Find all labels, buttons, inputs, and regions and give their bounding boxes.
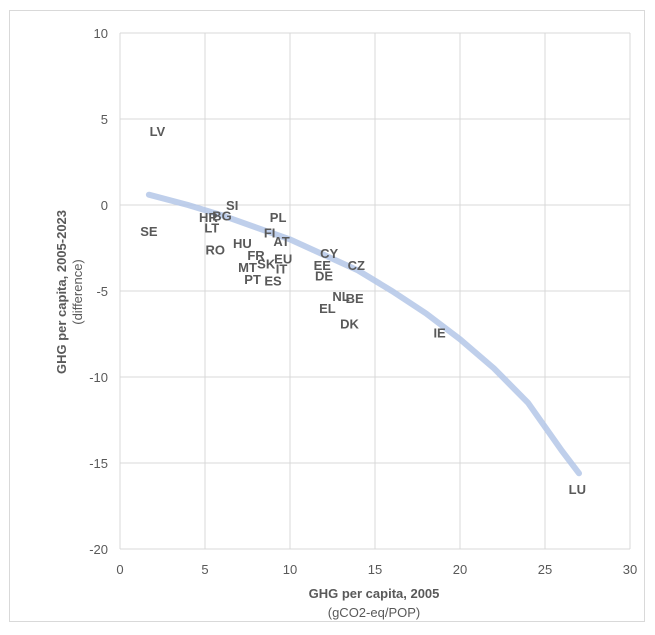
- x-tick-label: 0: [116, 562, 123, 577]
- x-axis-unit: (gCO2-eq/POP): [328, 605, 420, 620]
- point-label-cz: CZ: [348, 258, 365, 273]
- point-label-mt: MT: [238, 260, 257, 275]
- x-tick-label: 25: [538, 562, 552, 577]
- point-label-fr: FR: [247, 248, 265, 263]
- x-axis-ticks: 0 5 10 15 20 25 30: [116, 562, 637, 577]
- point-label-ie: IE: [433, 325, 446, 340]
- point-label-lv: LV: [150, 124, 166, 139]
- x-tick-label: 30: [623, 562, 637, 577]
- x-tick-label: 15: [368, 562, 382, 577]
- point-label-eu: EU: [274, 251, 292, 266]
- point-label-fi: FI: [264, 226, 276, 241]
- point-label-hu: HU: [233, 236, 252, 251]
- point-label-at: AT: [273, 234, 289, 249]
- point-label-dk: DK: [340, 317, 359, 332]
- point-label-es: ES: [264, 274, 282, 289]
- y-axis-unit: (difference): [70, 259, 85, 325]
- point-label-sk: SK: [257, 256, 276, 271]
- y-tick-label: 10: [94, 26, 108, 41]
- y-tick-label: 5: [101, 112, 108, 127]
- y-axis-title: GHG per capita, 2005-2023: [54, 210, 69, 374]
- x-tick-label: 10: [283, 562, 297, 577]
- point-label-el: EL: [319, 301, 336, 316]
- x-tick-label: 5: [201, 562, 208, 577]
- chart-area: [9, 10, 645, 622]
- point-label-be: BE: [346, 291, 364, 306]
- point-label-ro: RO: [205, 243, 225, 258]
- gridlines: [119, 32, 631, 550]
- y-tick-label: -15: [89, 456, 108, 471]
- y-tick-label: -20: [89, 542, 108, 557]
- point-label-bg: BG: [212, 208, 232, 223]
- point-label-it: IT: [276, 262, 288, 277]
- x-tick-label: 20: [453, 562, 467, 577]
- y-tick-label: 0: [101, 198, 108, 213]
- point-label-pl: PL: [270, 210, 287, 225]
- trendline: [145, 191, 582, 477]
- point-label-lu: LU: [569, 482, 586, 497]
- point-label-si: SI: [226, 198, 238, 213]
- x-axis-title: GHG per capita, 2005: [309, 586, 440, 601]
- y-axis-ticks: -20 -15 -10 -5 0 5 10: [89, 26, 108, 557]
- y-tick-label: -10: [89, 370, 108, 385]
- point-label-nl: NL: [332, 289, 349, 304]
- point-label-cy: CY: [320, 246, 338, 261]
- point-label-lt: LT: [204, 220, 219, 235]
- point-label-pt: PT: [244, 272, 261, 287]
- point-label-hr: HR: [199, 210, 218, 225]
- point-label-de: DE: [315, 269, 333, 284]
- point-label-se: SE: [140, 224, 158, 239]
- point-label-ee: EE: [314, 258, 332, 273]
- y-tick-label: -5: [96, 284, 108, 299]
